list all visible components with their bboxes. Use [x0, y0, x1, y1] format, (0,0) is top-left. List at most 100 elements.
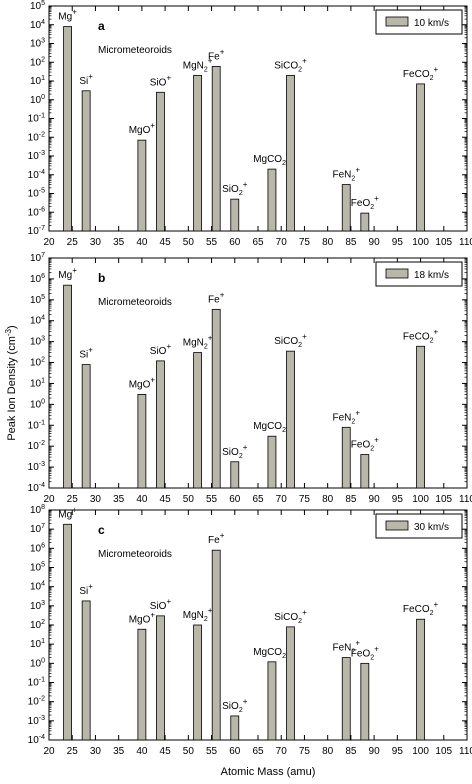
bar-label-fe: Fe+ [208, 47, 225, 62]
bar-label-sio: SiO+ [150, 73, 172, 88]
x-tick-label: 80 [322, 746, 334, 757]
bar-label-sico2: SiCO2+ [274, 332, 307, 349]
x-tick-label: 95 [392, 746, 404, 757]
x-tick-label: 40 [136, 494, 148, 505]
x-tick-label: 25 [67, 746, 79, 757]
x-tick-label: 60 [229, 494, 241, 505]
bar-label-fen2: FeN2+ [333, 166, 361, 183]
bar-label-feo2: FeO2+ [351, 194, 379, 211]
bar-sio [156, 615, 165, 741]
x-tick-label: 35 [113, 237, 125, 248]
x-tick-label: 90 [369, 494, 381, 505]
bar-sio2 [230, 715, 240, 741]
x-tick-label: 85 [345, 746, 357, 757]
y-tick-label: 106 [30, 273, 45, 285]
y-tick-label: 10-6 [28, 206, 45, 218]
x-tick-label: 50 [183, 494, 195, 505]
y-tick-label: 100 [30, 94, 45, 106]
x-tick-label: 75 [299, 494, 311, 505]
x-tick-label: 20 [43, 237, 55, 248]
x-tick-label: 55 [206, 494, 218, 505]
x-tick-label: 100 [412, 746, 429, 757]
y-tick-label: 106 [30, 542, 45, 554]
y-tick-label: 100 [30, 657, 45, 669]
bar-fe [211, 308, 221, 489]
x-tick-label: 40 [136, 237, 148, 248]
y-tick-label: 10-3 [28, 461, 45, 473]
bar-sio [156, 360, 165, 489]
bar-sico2 [286, 74, 295, 232]
bar-label-mg: Mg+ [58, 505, 77, 520]
bar-si [81, 90, 91, 232]
panel-annotation: Micrometeoroids [98, 549, 172, 560]
y-tick-label: 10-2 [28, 131, 45, 143]
y-tick-label: 10-2 [28, 696, 45, 708]
bar-sico2 [286, 350, 295, 489]
x-tick-label: 110 [459, 746, 472, 757]
chart-panel-b: 10-4 10-3 10-2 10-1 100 101 102 103 104 105 106 107… [28, 252, 472, 505]
x-tick-label: 65 [252, 746, 264, 757]
x-tick-label: 75 [299, 237, 311, 248]
y-tick-label: 10-1 [28, 419, 45, 431]
panel-annotation: Micrometeoroids [98, 297, 172, 308]
bar-mgn2 [193, 624, 203, 741]
y-tick-label: 10-4 [28, 734, 45, 746]
bar-fe [211, 549, 221, 741]
bar-label-sio2: SiO2+ [222, 697, 248, 714]
y-tick-label: 105 [30, 294, 45, 306]
legend: 18 km/s [375, 261, 463, 287]
y-tick-label: 10-7 [28, 225, 45, 237]
bar-label-fen2: FeN2+ [333, 408, 361, 425]
y-tick-label: 10-3 [28, 150, 45, 162]
x-tick-label: 110 [459, 494, 472, 505]
x-tick-label: 55 [206, 237, 218, 248]
bar-mgo [137, 139, 147, 232]
x-tick-label: 65 [252, 237, 264, 248]
bar-fen2 [341, 184, 351, 232]
x-tick-label: 95 [392, 237, 404, 248]
plot-frame [48, 5, 468, 232]
x-tick-label: 45 [160, 746, 172, 757]
panel-letter: c [98, 523, 105, 537]
x-tick-label: 70 [276, 237, 288, 248]
chart-panel-a: 10-7 10-6 10-5 10-4 10-3 10-2 10-1 100 101 102 103… [28, 0, 472, 248]
bar-si [81, 600, 91, 741]
x-tick-label: 70 [276, 746, 288, 757]
legend-swatch [385, 16, 409, 27]
y-tick-label: 10-4 [28, 482, 45, 494]
bar-label-mgn2: MgN2+ [183, 334, 213, 351]
bar-label-mgco2: MgCO2+ [253, 150, 291, 167]
x-tick-label: 90 [369, 746, 381, 757]
bar-label-fe: Fe+ [208, 290, 225, 305]
bar-sico2 [286, 626, 295, 741]
bar-label-sico2: SiCO2+ [274, 608, 307, 625]
bar-feo2 [360, 212, 370, 232]
x-tick-label: 20 [43, 494, 55, 505]
y-tick-label: 10-4 [28, 169, 45, 181]
bar-si [81, 364, 91, 489]
chart-panel-c: 10-4 10-3 10-2 10-1 100 101 102 103 104 105 106 107… [28, 504, 472, 757]
y-tick-label: 105 [30, 562, 45, 574]
x-tick-label: 60 [229, 237, 241, 248]
y-tick-label: 102 [30, 56, 45, 68]
bar-label-sio2: SiO2+ [222, 180, 248, 197]
x-tick-label: 80 [322, 237, 334, 248]
x-tick-label: 100 [412, 237, 429, 248]
chart-panels: 10-7 10-6 10-5 10-4 10-3 10-2 10-1 100 101 102 103… [28, 0, 472, 757]
bar-sio [156, 91, 165, 232]
y-tick-label: 10-1 [28, 677, 45, 689]
y-tick-label: 10-2 [28, 440, 45, 452]
y-tick-label: 107 [30, 252, 45, 264]
y-tick-label: 103 [30, 38, 45, 50]
bar-label-feco2: FeCO2+ [403, 65, 439, 82]
plot-frame [48, 509, 468, 741]
x-tick-label: 50 [183, 237, 195, 248]
bar-label-sio2: SiO2+ [222, 443, 248, 460]
y-tick-label: 10-1 [28, 113, 45, 125]
x-tick-label: 55 [206, 746, 218, 757]
x-tick-label: 105 [435, 494, 452, 505]
x-tick-label: 85 [345, 494, 357, 505]
x-tick-label: 85 [345, 237, 357, 248]
bar-feo2 [360, 662, 370, 741]
y-tick-label: 107 [30, 523, 45, 535]
